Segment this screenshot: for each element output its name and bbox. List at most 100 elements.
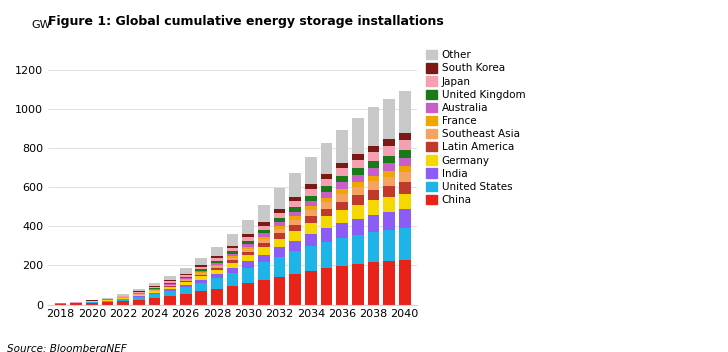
Bar (242, 237, 254, 241)
Bar (211, 266, 223, 268)
Bar (149, 293, 160, 294)
Bar (336, 202, 348, 210)
Bar (117, 299, 129, 301)
Bar (399, 158, 411, 166)
Bar (368, 152, 379, 161)
Bar (195, 275, 207, 276)
Bar (149, 291, 160, 293)
Bar (399, 172, 411, 182)
Bar (289, 225, 301, 231)
Bar (305, 157, 317, 184)
Bar (211, 258, 223, 261)
Bar (258, 233, 270, 237)
Bar (149, 294, 160, 298)
Bar (305, 210, 317, 216)
Bar (195, 291, 207, 304)
Bar (399, 182, 411, 194)
Bar (305, 246, 317, 271)
Bar (274, 229, 285, 233)
Bar (180, 279, 191, 280)
Bar (149, 287, 160, 288)
Bar (320, 179, 333, 186)
Bar (117, 296, 129, 297)
Bar (336, 194, 348, 202)
Bar (258, 230, 270, 233)
Bar (352, 182, 364, 187)
Bar (274, 222, 285, 226)
Bar (211, 278, 223, 289)
Bar (180, 280, 191, 281)
Bar (352, 153, 364, 160)
Bar (211, 263, 223, 265)
Bar (211, 268, 223, 270)
Bar (383, 177, 395, 186)
Bar (383, 212, 395, 230)
Bar (226, 234, 239, 246)
Bar (211, 274, 223, 278)
Bar (274, 247, 285, 257)
Bar (258, 239, 270, 243)
Bar (305, 216, 317, 223)
Bar (305, 189, 317, 196)
Bar (320, 268, 333, 304)
Bar (133, 289, 145, 291)
Bar (289, 220, 301, 225)
Bar (352, 118, 364, 153)
Bar (102, 302, 114, 304)
Bar (165, 284, 176, 285)
Bar (368, 168, 379, 176)
Bar (383, 186, 395, 197)
Bar (226, 251, 239, 254)
Bar (368, 161, 379, 168)
Bar (352, 235, 364, 264)
Bar (226, 260, 239, 263)
Bar (242, 268, 254, 283)
Bar (180, 294, 191, 304)
Bar (336, 266, 348, 304)
Bar (133, 300, 145, 304)
Bar (383, 139, 395, 146)
Bar (226, 246, 239, 248)
Bar (211, 270, 223, 274)
Bar (195, 276, 207, 280)
Bar (274, 218, 285, 222)
Bar (242, 247, 254, 249)
Bar (383, 156, 395, 163)
Bar (165, 291, 176, 296)
Bar (149, 283, 160, 286)
Bar (399, 133, 411, 140)
Bar (226, 286, 239, 304)
Bar (399, 150, 411, 158)
Bar (399, 260, 411, 304)
Bar (274, 257, 285, 277)
Bar (226, 274, 239, 286)
Bar (336, 238, 348, 266)
Bar (305, 184, 317, 189)
Bar (289, 207, 301, 212)
Bar (383, 146, 395, 156)
Bar (320, 228, 333, 242)
Bar (165, 276, 176, 280)
Bar (399, 194, 411, 209)
Bar (258, 222, 270, 226)
Bar (274, 277, 285, 304)
Bar (336, 223, 348, 238)
Bar (258, 280, 270, 304)
Bar (149, 288, 160, 289)
Bar (195, 258, 207, 265)
Bar (320, 174, 333, 179)
Bar (320, 202, 333, 209)
Bar (133, 291, 145, 292)
Bar (195, 271, 207, 272)
Text: Source: BloombergNEF: Source: BloombergNEF (7, 344, 127, 352)
Bar (180, 281, 191, 282)
Bar (320, 216, 333, 228)
Bar (165, 286, 176, 287)
Bar (383, 99, 395, 139)
Bar (352, 187, 364, 195)
Bar (133, 293, 145, 294)
Bar (289, 212, 301, 216)
Bar (274, 213, 285, 218)
Bar (320, 186, 333, 191)
Bar (86, 303, 98, 304)
